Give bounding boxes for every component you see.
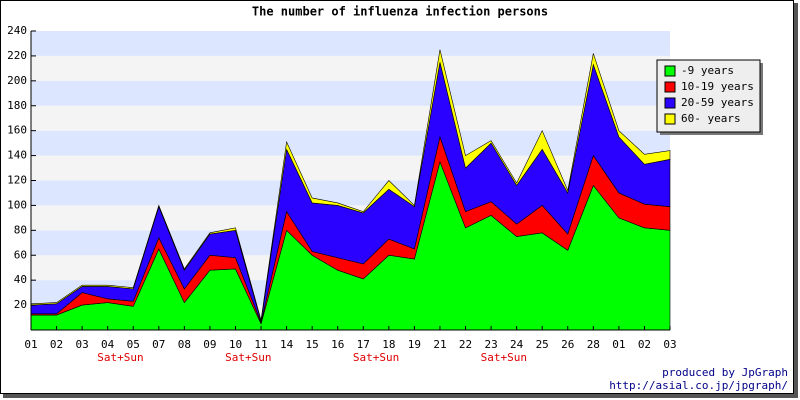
x-tick-label: 03 — [75, 338, 88, 351]
x-tick-label: 16 — [331, 338, 344, 351]
legend-swatch — [664, 65, 676, 77]
y-tick-label: 120 — [7, 174, 27, 187]
annotation: Sat+Sun — [481, 351, 527, 364]
x-tick-label: 22 — [459, 338, 472, 351]
band — [31, 31, 670, 56]
x-tick-label: 01 — [612, 338, 625, 351]
x-tick-label: 18 — [382, 338, 395, 351]
x-tick-label: 26 — [561, 338, 574, 351]
x-tick-label: 05 — [127, 338, 140, 351]
x-tick-label: 02 — [50, 338, 63, 351]
band — [31, 155, 670, 181]
y-tick-label: 140 — [7, 149, 27, 162]
legend-label: 20-59 years — [681, 96, 754, 109]
x-tick-label: 19 — [408, 338, 421, 351]
x-tick-label: 15 — [306, 338, 319, 351]
footer: http://asial.co.jp/jpgraph/ — [609, 379, 788, 392]
x-tick-label: 08 — [178, 338, 191, 351]
x-tick-label: 11 — [254, 338, 267, 351]
x-tick-label: 17 — [357, 338, 370, 351]
legend-label: 60- years — [681, 112, 741, 125]
chart-title: The number of influenza infection person… — [252, 5, 548, 19]
x-tick-label: 28 — [587, 338, 600, 351]
legend-label: 10-19 years — [681, 80, 754, 93]
annotation: Sat+Sun — [353, 351, 399, 364]
y-tick-label: 160 — [7, 124, 27, 137]
footer: produced by JpGraph — [662, 366, 788, 379]
y-tick-label: 80 — [14, 223, 27, 236]
band — [31, 80, 670, 106]
x-tick-label: 24 — [510, 338, 524, 351]
y-tick-label: 20 — [14, 298, 27, 311]
annotation: Sat+Sun — [225, 351, 271, 364]
band — [31, 105, 670, 131]
legend-swatch — [664, 113, 676, 125]
x-tick-label: 01 — [24, 338, 37, 351]
x-tick-label: 23 — [484, 338, 497, 351]
band — [31, 130, 670, 156]
x-tick-label: 14 — [280, 338, 294, 351]
x-tick-label: 21 — [433, 338, 446, 351]
y-tick-label: 240 — [7, 24, 27, 37]
y-tick-label: 40 — [14, 273, 27, 286]
legend-swatch — [664, 97, 676, 109]
x-tick-label: 03 — [663, 338, 676, 351]
x-tick-label: 07 — [152, 338, 165, 351]
y-tick-label: 60 — [14, 248, 27, 261]
area — [30, 49, 671, 322]
annotation: Sat+Sun — [97, 351, 143, 364]
y-tick-label: 200 — [7, 74, 27, 87]
y-tick-label: 180 — [7, 99, 27, 112]
legend-swatch — [664, 81, 676, 93]
x-tick-label: 10 — [229, 338, 242, 351]
x-tick-label: 02 — [638, 338, 651, 351]
x-tick-label: 09 — [203, 338, 216, 351]
y-tick-label: 220 — [7, 49, 27, 62]
band — [31, 55, 670, 81]
legend-label: -9 years — [681, 64, 734, 77]
x-tick-label: 25 — [536, 338, 549, 351]
y-tick-label: 100 — [7, 198, 27, 211]
x-tick-label: 04 — [101, 338, 115, 351]
